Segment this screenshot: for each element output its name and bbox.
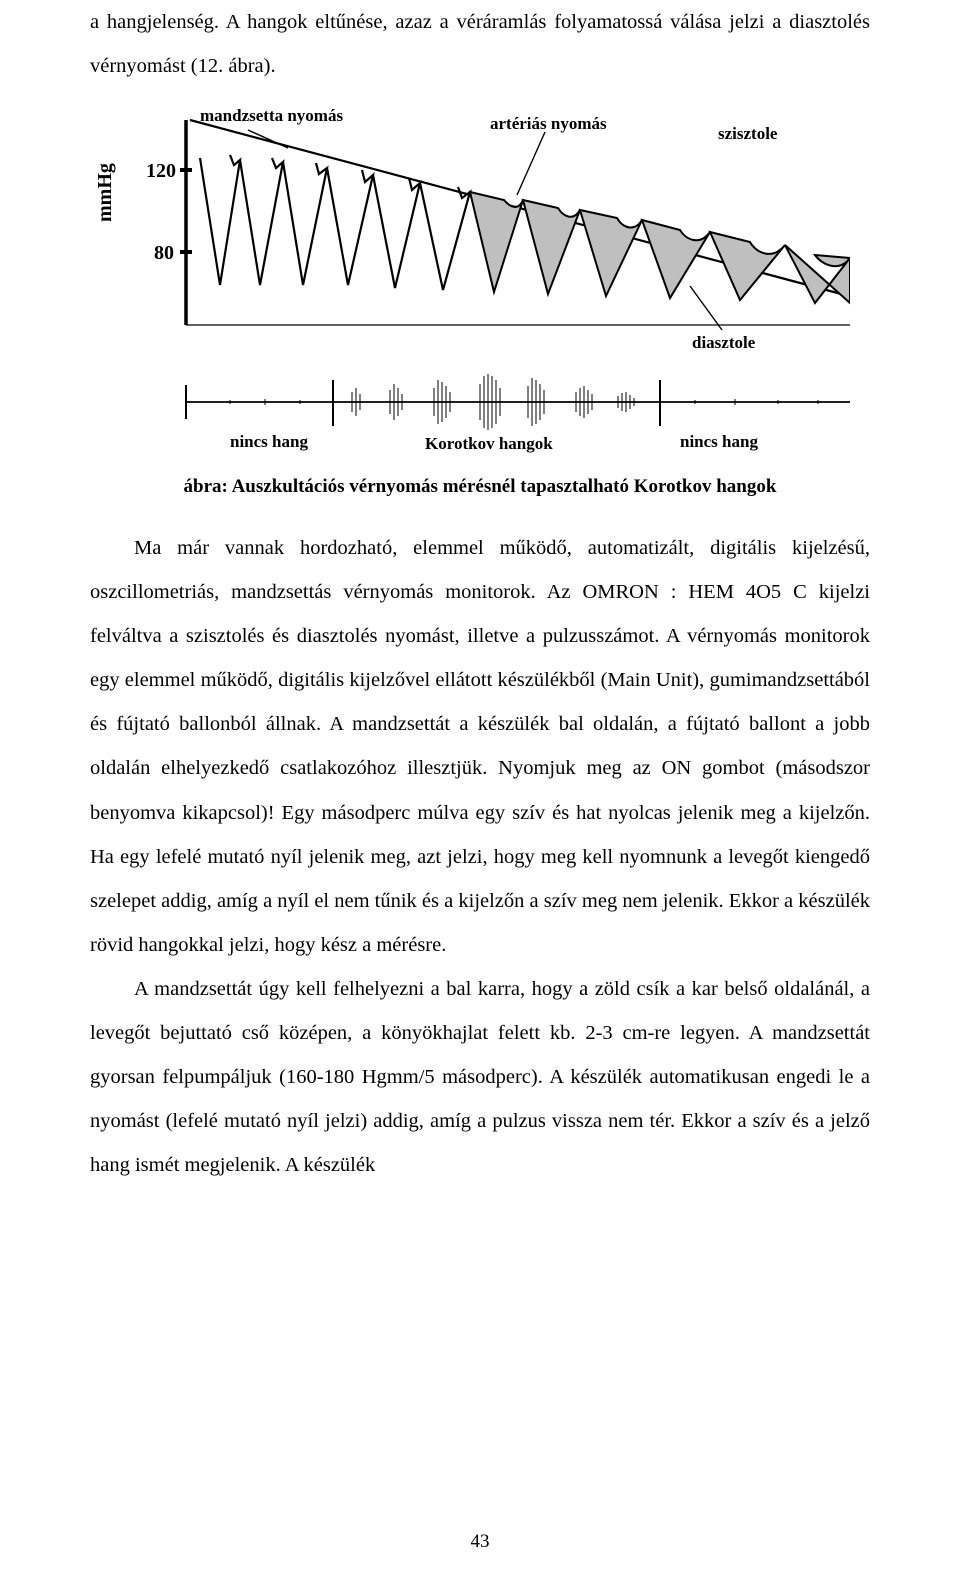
ytick-80: 80 xyxy=(154,242,174,265)
ytick-120: 120 xyxy=(146,160,176,183)
label-korotkov: Korotkov hangok xyxy=(425,434,553,454)
figure-caption: ábra: Auszkultációs vérnyomás mérésnél t… xyxy=(90,476,870,498)
paragraph-3: A mandzsettát úgy kell felhelyezni a bal… xyxy=(90,967,870,1187)
page: a hangjelenség. A hangok eltűnése, azaz … xyxy=(0,0,960,1575)
figure-svg xyxy=(90,100,850,470)
paragraph-2: Ma már vannak hordozható, elemmel működő… xyxy=(90,526,870,967)
label-mandzsetta: mandzsetta nyomás xyxy=(200,106,343,126)
figure-korotkov: mandzsetta nyomás artériás nyomás sziszt… xyxy=(90,100,850,470)
label-arterias: artériás nyomás xyxy=(490,114,607,134)
yaxis-unit: mmHg xyxy=(94,163,117,222)
label-diasztole: diasztole xyxy=(692,333,755,353)
paragraph-1: a hangjelenség. A hangok eltűnése, azaz … xyxy=(90,0,870,88)
label-nincs-hang-left: nincs hang xyxy=(230,432,308,452)
label-nincs-hang-right: nincs hang xyxy=(680,432,758,452)
label-szisztole: szisztole xyxy=(718,124,777,144)
page-number: 43 xyxy=(0,1531,960,1553)
